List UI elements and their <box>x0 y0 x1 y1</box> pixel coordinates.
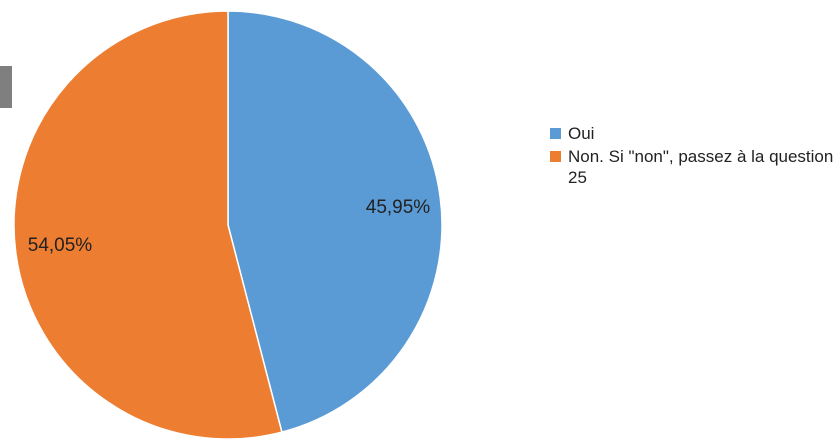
chart-legend: Oui Non. Si "non", passez à la question … <box>546 123 840 190</box>
legend-swatch-non <box>550 151 561 162</box>
data-label-non: 54,05% <box>28 235 93 256</box>
pie-slice-oui <box>227 10 443 434</box>
legend-label-non: Non. Si "non", passez à la question 25 <box>568 147 834 187</box>
legend-item-oui: Oui <box>546 123 840 144</box>
data-label-oui: 45,95% <box>366 197 431 218</box>
pie-slice-non <box>13 10 283 440</box>
legend-label-oui: Oui <box>568 124 595 143</box>
legend-item-non: Non. Si "non", passez à la question 25 <box>546 146 840 188</box>
legend-swatch-oui <box>550 128 561 139</box>
left-edge-tab <box>0 66 12 108</box>
